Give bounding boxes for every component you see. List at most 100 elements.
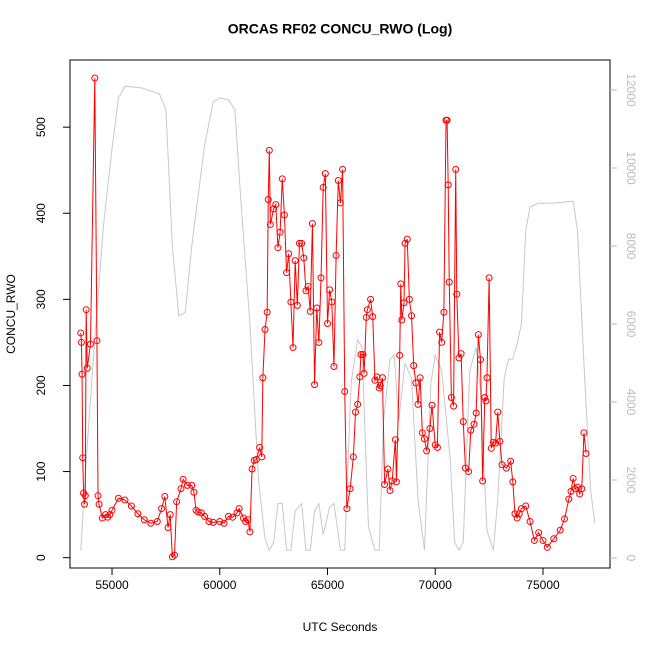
point bbox=[450, 402, 458, 410]
point bbox=[194, 508, 202, 516]
point bbox=[400, 299, 408, 307]
y-tick-label: 0 bbox=[34, 554, 48, 561]
point bbox=[412, 379, 420, 387]
point bbox=[324, 319, 332, 327]
point bbox=[408, 312, 416, 320]
point bbox=[474, 331, 482, 339]
point bbox=[378, 374, 386, 382]
point bbox=[285, 250, 293, 258]
point bbox=[291, 257, 299, 265]
point bbox=[436, 328, 444, 336]
point bbox=[317, 274, 325, 282]
point bbox=[369, 313, 377, 321]
point bbox=[91, 74, 99, 82]
point bbox=[398, 316, 406, 324]
point bbox=[326, 286, 334, 294]
point bbox=[405, 295, 413, 303]
point bbox=[373, 373, 381, 381]
y2-tick-label: 10000 bbox=[624, 151, 638, 185]
y2-tick-label: 12000 bbox=[624, 73, 638, 107]
point bbox=[242, 518, 250, 526]
point bbox=[108, 506, 116, 514]
y2-tick-label: 8000 bbox=[624, 233, 638, 260]
point bbox=[580, 429, 588, 437]
point bbox=[190, 488, 198, 496]
y-tick-label: 300 bbox=[34, 289, 48, 309]
point bbox=[95, 500, 103, 508]
point bbox=[328, 298, 336, 306]
y-axis-label: CONCU_RWO bbox=[4, 274, 18, 354]
point bbox=[556, 526, 564, 534]
point bbox=[261, 325, 269, 333]
point bbox=[304, 282, 312, 290]
point bbox=[313, 304, 321, 312]
series-line bbox=[80, 78, 587, 558]
point bbox=[354, 400, 362, 408]
point bbox=[343, 505, 351, 513]
point bbox=[270, 205, 278, 213]
point bbox=[452, 165, 460, 173]
x-tick-label: 75000 bbox=[526, 578, 560, 592]
point bbox=[467, 426, 475, 434]
point bbox=[453, 290, 461, 298]
point bbox=[276, 228, 284, 236]
point bbox=[535, 529, 543, 537]
point bbox=[171, 551, 179, 559]
point bbox=[470, 420, 478, 428]
point bbox=[509, 478, 517, 486]
point bbox=[233, 509, 241, 517]
point bbox=[334, 177, 342, 185]
point bbox=[311, 381, 319, 389]
point bbox=[367, 295, 375, 303]
point bbox=[445, 278, 453, 286]
point bbox=[403, 235, 411, 243]
point bbox=[235, 505, 243, 513]
point bbox=[306, 307, 314, 315]
point bbox=[293, 301, 301, 309]
x-tick-label: 65000 bbox=[311, 578, 345, 592]
point bbox=[356, 373, 364, 381]
point bbox=[386, 487, 394, 495]
point bbox=[418, 429, 426, 437]
point bbox=[298, 239, 306, 247]
x-tick-label: 70000 bbox=[419, 578, 453, 592]
point bbox=[420, 435, 428, 443]
point bbox=[539, 536, 547, 544]
point bbox=[428, 401, 436, 409]
point bbox=[360, 369, 368, 377]
point bbox=[168, 553, 176, 561]
y-tick-label: 100 bbox=[34, 461, 48, 481]
point bbox=[455, 354, 463, 362]
y2-tick-label: 2000 bbox=[624, 467, 638, 494]
point bbox=[502, 464, 510, 472]
point bbox=[308, 220, 316, 228]
point bbox=[381, 480, 389, 488]
point bbox=[336, 199, 344, 207]
point bbox=[483, 374, 491, 382]
series-line bbox=[80, 85, 596, 552]
point bbox=[173, 498, 181, 506]
y2-tick-label: 0 bbox=[624, 555, 638, 562]
point bbox=[401, 239, 409, 247]
point bbox=[472, 409, 480, 417]
point bbox=[494, 408, 502, 416]
point bbox=[410, 362, 418, 370]
point bbox=[161, 493, 169, 501]
point bbox=[140, 516, 148, 524]
point bbox=[384, 465, 392, 473]
point bbox=[94, 492, 102, 500]
point bbox=[302, 287, 310, 295]
y-tick-label: 400 bbox=[34, 203, 48, 223]
point bbox=[321, 170, 329, 178]
point bbox=[80, 500, 88, 508]
point bbox=[79, 454, 87, 462]
point bbox=[272, 201, 280, 209]
point bbox=[127, 502, 135, 510]
point bbox=[359, 350, 367, 358]
point bbox=[346, 485, 354, 493]
point bbox=[83, 364, 91, 372]
point bbox=[476, 356, 484, 364]
point bbox=[573, 483, 581, 491]
point bbox=[352, 408, 360, 416]
point bbox=[507, 457, 515, 465]
